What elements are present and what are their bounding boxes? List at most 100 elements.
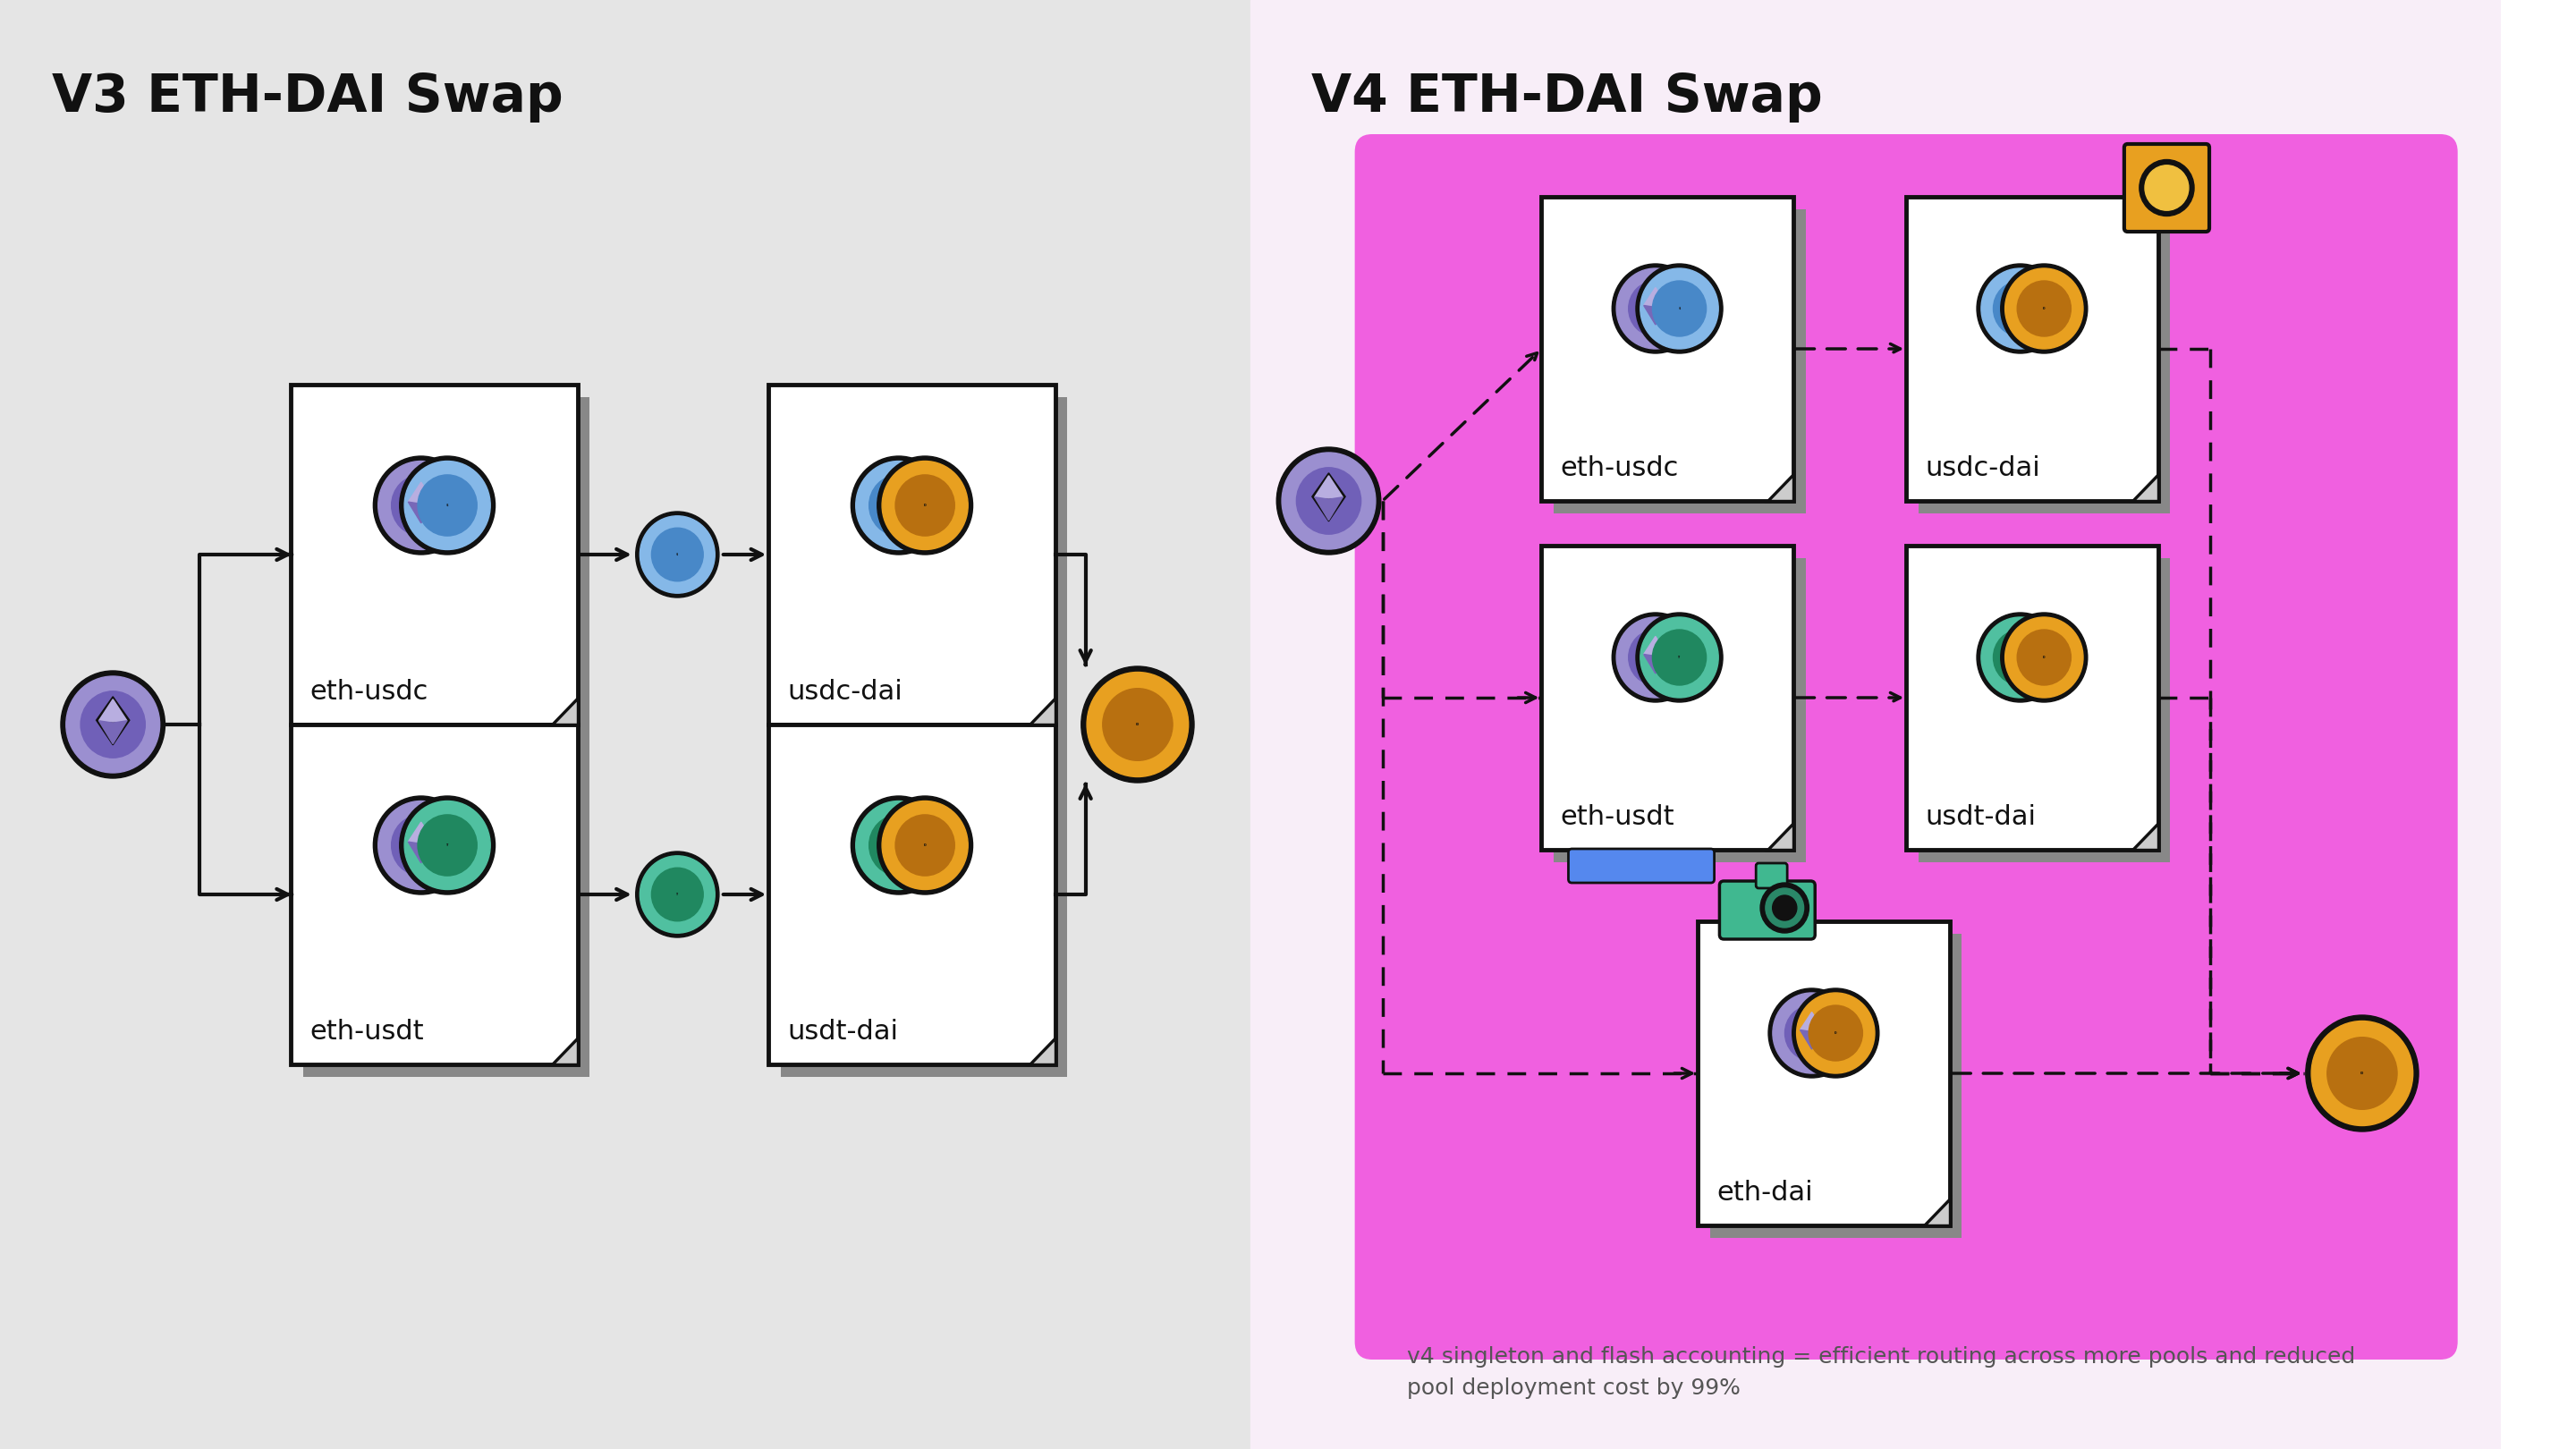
Text: eth-usdc: eth-usdc [309, 680, 428, 704]
Polygon shape [1801, 1030, 1824, 1049]
Circle shape [878, 796, 974, 894]
Circle shape [379, 461, 464, 549]
Circle shape [1636, 613, 1723, 703]
Circle shape [1793, 988, 1878, 1078]
Circle shape [2017, 281, 2071, 336]
Polygon shape [1314, 475, 1342, 498]
FancyBboxPatch shape [1569, 849, 1713, 882]
Polygon shape [2133, 474, 2159, 501]
Circle shape [1994, 630, 2048, 685]
Circle shape [1103, 688, 1172, 761]
Circle shape [2141, 159, 2195, 216]
Circle shape [1636, 264, 1723, 354]
Circle shape [1772, 895, 1798, 920]
FancyBboxPatch shape [781, 397, 1066, 738]
Circle shape [2146, 165, 2190, 210]
Circle shape [1283, 452, 1376, 549]
Circle shape [1994, 281, 2048, 336]
Circle shape [1651, 630, 1705, 685]
Circle shape [404, 461, 489, 549]
Circle shape [62, 671, 165, 778]
Circle shape [1641, 268, 1718, 349]
Circle shape [404, 801, 489, 890]
FancyBboxPatch shape [2125, 143, 2210, 232]
FancyBboxPatch shape [304, 738, 590, 1077]
Circle shape [399, 456, 495, 555]
Circle shape [639, 856, 716, 933]
FancyBboxPatch shape [1757, 864, 1788, 888]
Text: Ð: Ð [1136, 723, 1139, 726]
Circle shape [868, 475, 927, 536]
Circle shape [639, 516, 716, 593]
Polygon shape [1641, 635, 1669, 674]
Circle shape [881, 461, 969, 549]
Circle shape [1628, 281, 1682, 336]
Text: eth-usdt: eth-usdt [1561, 804, 1674, 830]
Polygon shape [1767, 823, 1793, 849]
Circle shape [636, 511, 719, 597]
Polygon shape [98, 720, 126, 743]
Circle shape [1976, 613, 2063, 703]
Polygon shape [407, 480, 435, 525]
FancyBboxPatch shape [1721, 881, 1816, 939]
Circle shape [1651, 281, 1705, 336]
Circle shape [2326, 1037, 2398, 1110]
Circle shape [2002, 613, 2087, 703]
Circle shape [2017, 630, 2071, 685]
Polygon shape [551, 697, 577, 724]
Circle shape [855, 461, 943, 549]
Polygon shape [1643, 636, 1667, 655]
Polygon shape [1314, 497, 1342, 520]
Circle shape [1613, 264, 1700, 354]
Circle shape [374, 456, 469, 555]
Circle shape [1976, 264, 2063, 354]
FancyBboxPatch shape [781, 738, 1066, 1077]
Text: usdt-dai: usdt-dai [1924, 804, 2035, 830]
Polygon shape [1924, 1198, 1950, 1226]
FancyBboxPatch shape [304, 397, 590, 738]
Circle shape [1613, 613, 1700, 703]
Polygon shape [407, 483, 433, 503]
Polygon shape [2133, 823, 2159, 849]
Polygon shape [1798, 1010, 1826, 1051]
Circle shape [1087, 672, 1188, 777]
Circle shape [878, 456, 974, 555]
Bar [0, 0, 1249, 1449]
Circle shape [1981, 268, 2058, 349]
Circle shape [1981, 617, 2058, 697]
FancyBboxPatch shape [1553, 209, 1806, 513]
Circle shape [2002, 264, 2087, 354]
Polygon shape [98, 700, 126, 722]
Circle shape [1615, 268, 1695, 349]
FancyBboxPatch shape [1906, 546, 2159, 849]
Circle shape [1795, 993, 1875, 1074]
Polygon shape [407, 822, 433, 843]
Circle shape [1767, 988, 1855, 1078]
Circle shape [1772, 993, 1850, 1074]
FancyBboxPatch shape [1540, 197, 1793, 501]
Circle shape [636, 852, 719, 938]
Circle shape [1615, 617, 1695, 697]
Circle shape [1765, 888, 1803, 927]
Polygon shape [1767, 474, 1793, 501]
Text: eth-usdc: eth-usdc [1561, 455, 1680, 481]
Circle shape [80, 691, 144, 758]
Circle shape [1759, 882, 1808, 933]
Polygon shape [1028, 1037, 1056, 1065]
Circle shape [392, 475, 451, 536]
Circle shape [1641, 617, 1718, 697]
Text: usdc-dai: usdc-dai [788, 680, 902, 704]
Text: eth-dai: eth-dai [1716, 1179, 1814, 1206]
Text: eth-usdt: eth-usdt [309, 1019, 425, 1045]
Text: V3 ETH-DAI Swap: V3 ETH-DAI Swap [52, 71, 564, 123]
Text: usdc-dai: usdc-dai [1924, 455, 2040, 481]
FancyBboxPatch shape [1553, 558, 1806, 862]
Polygon shape [407, 842, 433, 864]
Circle shape [2311, 1022, 2414, 1126]
Circle shape [2004, 268, 2084, 349]
Polygon shape [1641, 285, 1669, 326]
Circle shape [868, 814, 927, 875]
Bar [1249, 0, 2501, 1449]
Circle shape [1628, 630, 1682, 685]
Polygon shape [1028, 697, 1056, 724]
